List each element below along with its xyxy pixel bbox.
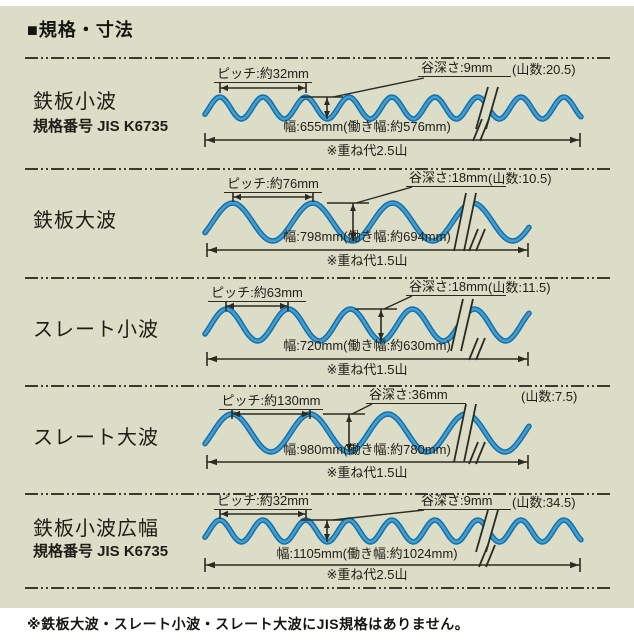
valley-depth-label: 谷深さ:9mm (418, 60, 511, 77)
spec-row-slate-konami: スレート小波 ピッチ:約63mm 谷深さ:18mm (山数:11.5) 幅:72… (0, 277, 634, 385)
valley-depth-label: 谷深さ:18mm (406, 170, 506, 187)
product-name: スレート小波 (33, 319, 159, 341)
valley-depth-label: 谷深さ:9mm (418, 493, 511, 510)
pitch-label: ピッチ:約130mm (201, 393, 341, 410)
row-separator (25, 57, 611, 59)
overlap-label: ※重ね代1.5山 (326, 465, 408, 480)
spec-row-teppan-konami: 鉄板小波 規格番号 JIS K6735 ピッチ:約32mm 谷深さ:9mm (山… (0, 57, 634, 168)
standard-number: 規格番号 JIS K6735 (33, 543, 169, 560)
spec-row-teppan-oonami: 鉄板大波 ピッチ:約76mm 谷深さ:18mm (山数:10.5) 幅:798m… (0, 168, 634, 277)
wave-diagram (202, 509, 584, 572)
overlap-label: ※重ね代1.5山 (326, 253, 408, 268)
pitch-label: ピッチ:約32mm (193, 66, 333, 83)
row-separator (25, 587, 611, 589)
pitch-label: ピッチ:約32mm (193, 493, 333, 510)
crest-count-label: (山数:10.5) (488, 171, 552, 186)
row-separator (25, 168, 611, 170)
row-separator (25, 277, 611, 279)
spec-row-teppan-konami-hirohaba: 鉄板小波広幅 規格番号 JIS K6735 ピッチ:約32mm 谷深さ:9mm … (0, 493, 634, 587)
wave-diagram (202, 77, 584, 147)
standard-number: 規格番号 JIS K6735 (33, 118, 169, 135)
crest-count-label: (山数:20.5) (512, 62, 576, 77)
wave-diagram (202, 295, 532, 366)
pitch-label: ピッチ:約76mm (203, 176, 343, 193)
wave-diagram (202, 403, 532, 469)
product-name: 鉄板小波広幅 (33, 518, 159, 540)
valley-depth-label: 谷深さ:18mm (406, 279, 506, 296)
crest-count-label: (山数:7.5) (521, 389, 578, 404)
overlap-label: ※重ね代2.5山 (326, 143, 408, 158)
pitch-label: ピッチ:約63mm (187, 285, 327, 302)
page-title: ■規格・寸法 (27, 20, 134, 40)
product-name: 鉄板小波 (33, 91, 117, 113)
width-label: 幅:980mm(働き幅:約780mm) (283, 442, 451, 457)
product-name: スレート大波 (33, 427, 159, 449)
overlap-label: ※重ね代2.5山 (326, 567, 408, 582)
crest-count-label: (山数:34.5) (512, 495, 576, 510)
overlap-label: ※重ね代1.5山 (326, 362, 408, 377)
row-separator (25, 493, 611, 495)
width-label: 幅:720mm(働き幅:約630mm) (283, 338, 451, 353)
valley-depth-label: 谷深さ:36mm (366, 387, 466, 404)
width-label: 幅:655mm(働き幅:約576mm) (283, 119, 451, 134)
crest-count-label: (山数:11.5) (488, 280, 551, 295)
row-separator (25, 385, 611, 387)
product-name: 鉄板大波 (33, 210, 117, 232)
spec-row-slate-oonami: スレート大波 ピッチ:約130mm 谷深さ:36mm (山数:7.5) 幅:98… (0, 385, 634, 493)
width-label: 幅:1105mm(働き幅:約1024mm) (276, 546, 458, 561)
jis-footnote: ※鉄板大波・スレート小波・スレート大波にJIS規格はありません。 (27, 616, 470, 632)
width-label: 幅:798mm(働き幅:約694mm) (283, 229, 451, 244)
wave-diagram (202, 186, 532, 257)
